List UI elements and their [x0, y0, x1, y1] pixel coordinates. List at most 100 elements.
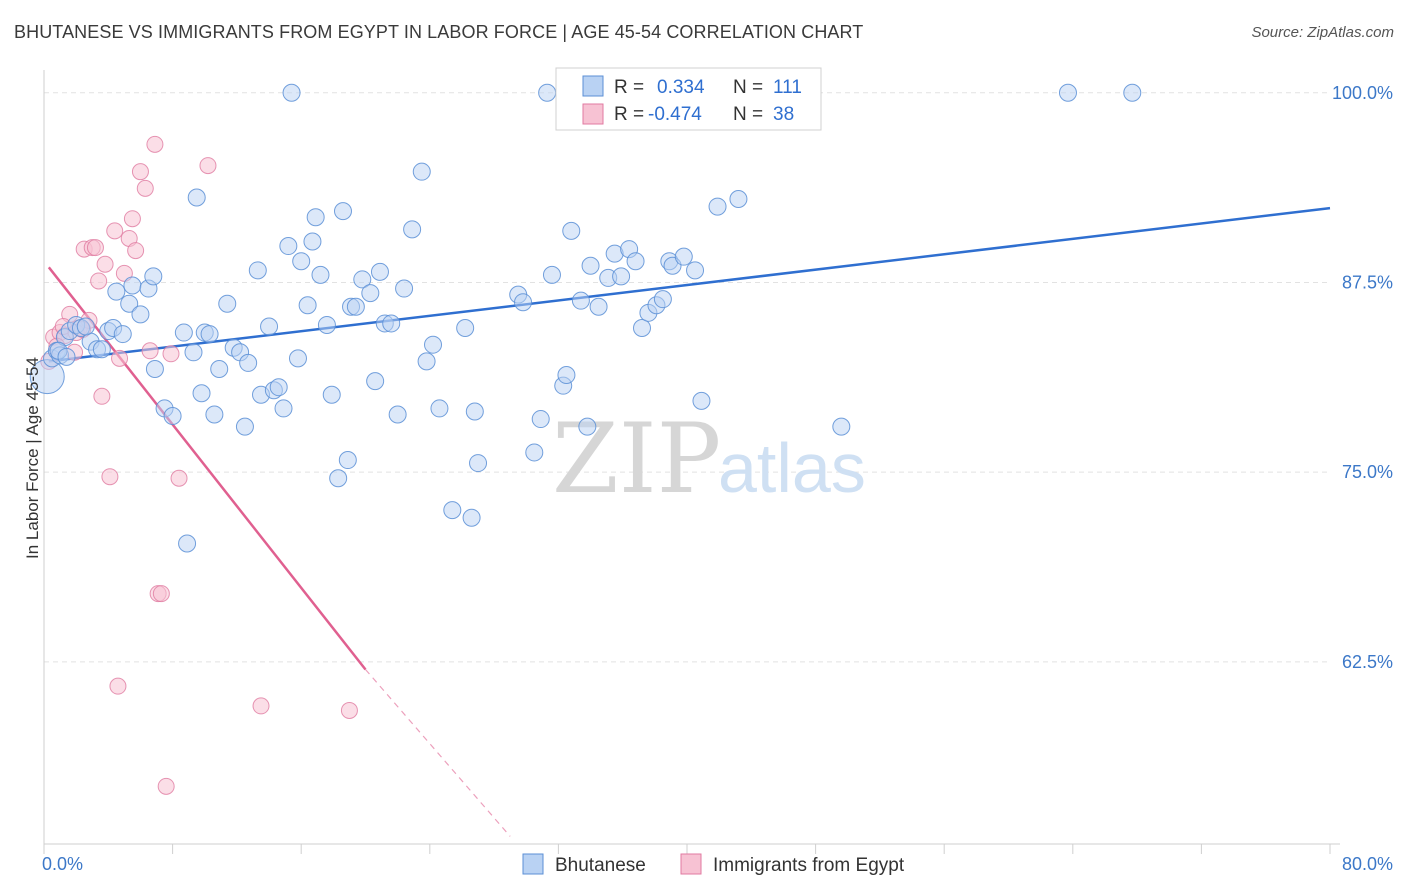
bhutanese-point: [298, 296, 317, 315]
legend: R = 0.334 N = 111 R = -0.474 N = 38: [555, 67, 822, 131]
egypt-point: [90, 272, 108, 290]
bhutanese-point: [248, 261, 267, 280]
egypt-point: [93, 387, 111, 405]
bhutanese-point: [632, 319, 651, 337]
egypt-point: [136, 179, 154, 197]
bhutanese-point: [366, 372, 385, 391]
egypt-point: [101, 468, 119, 486]
bhutanese-point: [192, 384, 211, 403]
egypt-point: [127, 242, 145, 260]
bhutanese-point: [187, 188, 206, 207]
bhutanese-point: [581, 256, 600, 275]
egypt-point: [170, 469, 188, 487]
bhutanese-point: [412, 162, 431, 181]
bhutanese-point: [1058, 83, 1077, 102]
bhutanese-point: [417, 352, 436, 371]
bhutanese-point: [260, 317, 279, 336]
egypt-point: [146, 135, 164, 153]
x-tick-label-min: 0.0%: [42, 854, 83, 874]
y-tick-labels: 62.5% 75.0% 87.5% 100.0%: [1332, 83, 1393, 672]
y-tick-label: 100.0%: [1332, 83, 1393, 103]
bhutanese-point: [525, 443, 544, 462]
egypt-point: [141, 342, 159, 360]
legend-r-value-1: 0.334: [657, 77, 705, 98]
bhutanese-point: [76, 317, 95, 336]
trend-lines: [47, 206, 1331, 837]
bhutanese-point: [184, 343, 203, 362]
bhutanese-point: [282, 83, 301, 102]
egypt-point: [199, 157, 217, 175]
egypt-point: [152, 585, 170, 603]
watermark-atlas: atlas: [718, 429, 866, 507]
legend-n-label-1: N =: [733, 77, 763, 98]
bhutanese-point: [382, 314, 401, 333]
bhutanese-point: [571, 291, 590, 310]
bhutanese-point: [674, 247, 693, 266]
bottom-legend-swatch-blue: [522, 853, 544, 875]
bhutanese-point: [239, 353, 258, 372]
bhutanese-point: [346, 297, 365, 316]
bhutanese-point: [424, 335, 443, 354]
bhutanese-point: [395, 279, 414, 298]
egypt-point: [115, 264, 133, 282]
bhutanese-point: [626, 252, 645, 271]
bhutanese-point: [322, 385, 341, 404]
egypt-point: [252, 697, 270, 715]
x-tick-label-max: 80.0%: [1342, 854, 1393, 874]
bhutanese-point: [163, 407, 182, 426]
y-tick-label: 62.5%: [1342, 652, 1393, 672]
egypt-trend-extension: [365, 669, 511, 837]
bhutanese-point: [531, 410, 550, 429]
bhutanese-point: [557, 366, 576, 385]
chart-title: BHUTANESE VS IMMIGRANTS FROM EGYPT IN LA…: [14, 22, 864, 42]
egypt-point: [131, 163, 149, 181]
bhutanese-point: [113, 325, 132, 344]
x-tick-labels: 0.0% 80.0%: [42, 854, 1393, 874]
bhutanese-point: [279, 237, 298, 256]
y-tick-label: 75.0%: [1342, 462, 1393, 482]
watermark: ZIP atlas: [552, 403, 866, 515]
bhutanese-point: [403, 220, 422, 239]
bhutanese-point: [832, 417, 851, 436]
bhutanese-point: [57, 347, 76, 366]
bhutanese-point: [361, 284, 380, 303]
egypt-point: [123, 210, 141, 228]
bhutanese-point: [303, 232, 322, 251]
bhutanese-point: [292, 252, 311, 271]
bhutanese-point: [311, 265, 330, 284]
bhutanese-point: [205, 405, 224, 424]
bhutanese-point: [269, 378, 288, 397]
axes: [43, 70, 1340, 854]
bhutanese-point: [729, 190, 748, 208]
bhutanese-point: [469, 454, 488, 473]
egypt-point: [157, 777, 175, 795]
legend-swatch-pink: [582, 103, 604, 125]
legend-n-label-2: N =: [733, 104, 763, 125]
legend-r-value-2: -0.474: [648, 104, 702, 125]
bhutanese-point: [235, 417, 254, 436]
bhutanese-point: [210, 359, 229, 378]
bhutanese-point: [107, 282, 126, 301]
bhutanese-point: [200, 325, 219, 344]
bhutanese-point: [333, 202, 352, 221]
bhutanese-point: [562, 221, 581, 240]
watermark-zip: ZIP: [552, 403, 721, 515]
bhutanese-point: [514, 293, 533, 312]
egypt-point: [111, 349, 129, 367]
bhutanese-point: [123, 276, 142, 295]
legend-n-value-2: 38: [773, 104, 794, 125]
bhutanese-point: [708, 197, 727, 216]
egypt-point: [96, 255, 114, 273]
egypt-point: [162, 345, 180, 363]
bhutanese-point: [589, 297, 608, 316]
bhutanese-point: [306, 208, 325, 227]
grid-lines: [44, 92, 1330, 663]
bhutanese-trend-line: [48, 206, 1331, 363]
bhutanese-point: [218, 294, 237, 313]
bottom-legend: Bhutanese Immigrants from Egypt: [522, 853, 905, 876]
bhutanese-point: [288, 349, 307, 368]
bhutanese-point: [144, 267, 163, 286]
bhutanese-point: [178, 534, 197, 553]
egypt-point: [340, 701, 358, 719]
